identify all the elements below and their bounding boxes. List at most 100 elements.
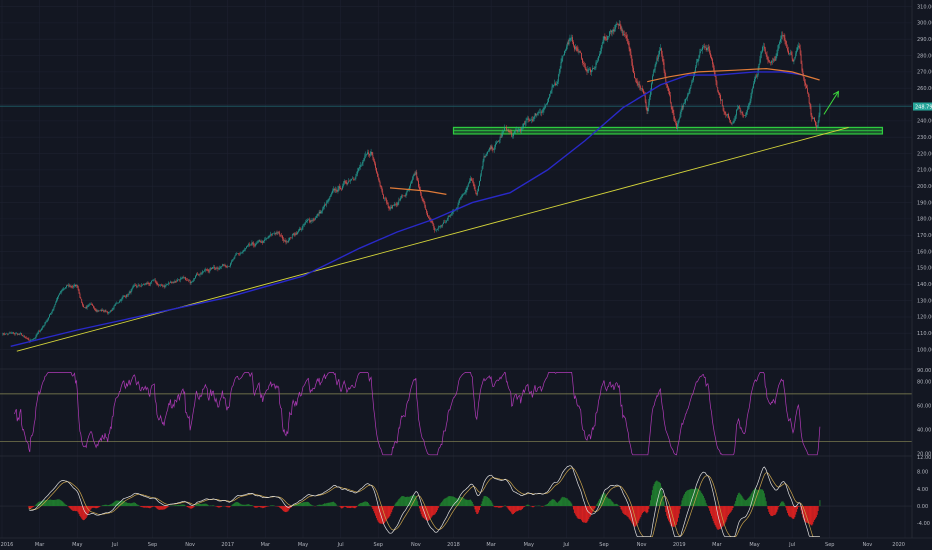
macd-histogram-bar xyxy=(751,492,753,507)
macd-histogram-bar xyxy=(514,506,516,513)
candle xyxy=(635,78,637,82)
candle xyxy=(502,132,504,135)
candle xyxy=(805,82,806,86)
candle xyxy=(259,240,261,242)
macd-histogram-bar xyxy=(319,504,321,507)
macd-histogram-bar xyxy=(330,502,332,507)
candle xyxy=(542,110,544,112)
candle xyxy=(379,182,381,186)
candle xyxy=(41,328,42,331)
macd-histogram-bar xyxy=(457,498,459,507)
macd-histogram-bar xyxy=(73,506,75,511)
macd-histogram-bar xyxy=(323,503,325,507)
candle xyxy=(609,31,610,37)
candle xyxy=(543,107,545,111)
macd-histogram-bar xyxy=(150,506,152,508)
candle xyxy=(275,232,277,234)
macd-histogram-bar xyxy=(137,504,139,507)
macd-histogram-bar xyxy=(241,504,243,507)
macd-signal-line[interactable] xyxy=(28,467,820,538)
candle xyxy=(629,48,631,52)
macd-histogram-bar xyxy=(505,506,507,507)
macd-histogram-bar xyxy=(772,506,774,516)
candle xyxy=(395,203,397,205)
macd-histogram-bar xyxy=(554,499,556,507)
moving-average-blue[interactable] xyxy=(10,71,805,347)
macd-histogram-bar xyxy=(486,496,488,507)
candle xyxy=(643,90,644,94)
candle xyxy=(521,128,522,132)
rsi-panel[interactable] xyxy=(0,371,912,456)
macd-histogram-bar xyxy=(731,506,733,511)
candle xyxy=(647,107,649,112)
candle xyxy=(382,190,384,195)
macd-histogram-bar xyxy=(433,506,435,515)
macd-histogram-bar xyxy=(402,496,404,507)
candle xyxy=(631,55,633,63)
macd-histogram-bar xyxy=(583,506,585,523)
candle xyxy=(335,189,337,191)
macd-histogram-bar xyxy=(504,505,506,507)
candle xyxy=(293,233,295,235)
candle xyxy=(566,42,568,47)
macd-histogram-bar xyxy=(597,502,599,507)
moving-average-orange[interactable] xyxy=(647,67,820,83)
candle xyxy=(746,112,747,115)
macd-histogram-bar xyxy=(442,500,444,507)
macd-histogram-bar xyxy=(507,506,509,509)
candle xyxy=(510,132,512,133)
macd-panel[interactable] xyxy=(0,465,912,538)
price-scale[interactable]: 100.00110.00120.00130.00140.00150.00160.… xyxy=(913,4,932,527)
macd-histogram-bar xyxy=(50,499,52,507)
candle xyxy=(217,268,219,270)
macd-histogram-bar xyxy=(564,497,566,507)
candle xyxy=(46,320,48,323)
candle xyxy=(361,163,363,165)
candle xyxy=(674,118,676,122)
rsi-line[interactable] xyxy=(14,371,821,456)
candle xyxy=(448,215,450,217)
candle xyxy=(286,241,288,243)
candle xyxy=(136,285,137,287)
macd-histogram-bar xyxy=(147,506,149,508)
candle xyxy=(716,81,718,88)
macd-histogram-bar xyxy=(613,503,615,507)
up-arrow[interactable] xyxy=(823,91,839,115)
macd-histogram-bar xyxy=(114,501,116,507)
candle xyxy=(748,104,750,107)
macd-histogram-bar xyxy=(550,500,552,507)
macd-histogram-bar xyxy=(648,506,650,509)
candle xyxy=(137,284,139,286)
macd-line[interactable] xyxy=(28,465,820,538)
candle xyxy=(151,280,152,283)
macd-histogram-bar xyxy=(54,499,56,507)
candle xyxy=(457,204,459,208)
time-scale[interactable]: 2016 Mar May Jul Sep Nov 2017 Mar May Jul Sep Nov 20… xyxy=(0,537,932,548)
macd-histogram-bar xyxy=(256,506,258,508)
candle xyxy=(255,244,256,246)
candle xyxy=(660,48,662,54)
candle xyxy=(772,59,774,62)
macd-histogram-bar xyxy=(396,501,398,507)
macd-histogram-bar xyxy=(705,503,707,507)
candle xyxy=(376,168,377,173)
candle xyxy=(633,67,634,74)
moving-average-orange[interactable] xyxy=(389,187,447,195)
macd-histogram-bar xyxy=(51,499,53,507)
candle xyxy=(355,175,357,179)
candle xyxy=(410,183,411,187)
candle xyxy=(506,127,507,130)
macd-histogram-bar xyxy=(807,506,809,524)
candle xyxy=(209,269,211,272)
candle xyxy=(5,333,6,335)
macd-histogram-bar xyxy=(510,506,512,512)
price-panel[interactable] xyxy=(0,20,912,352)
candle xyxy=(282,238,284,241)
macd-histogram-bar xyxy=(231,504,233,507)
trendline[interactable] xyxy=(16,126,849,352)
candle xyxy=(326,201,328,203)
macd-histogram-bar xyxy=(356,506,358,507)
candle xyxy=(546,103,548,105)
candle xyxy=(226,266,228,268)
